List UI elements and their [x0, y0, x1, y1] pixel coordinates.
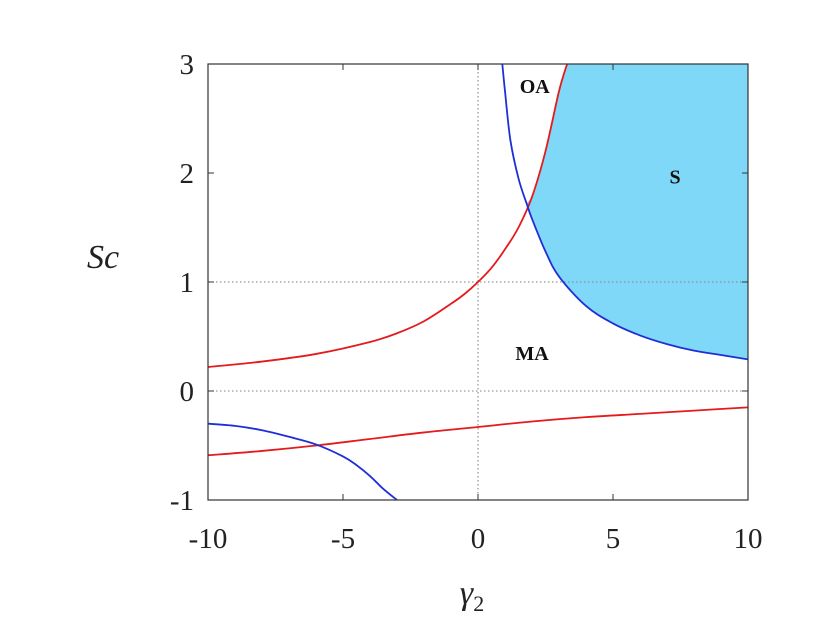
region-label-s: S — [670, 166, 681, 188]
region-label-ma: MA — [515, 343, 549, 365]
y-tick-label: -1 — [170, 485, 194, 517]
annotations-layer: OA S MA — [515, 76, 680, 365]
fill-layer — [526, 64, 748, 360]
x-tick-label: -5 — [331, 523, 355, 555]
curve-red-lower — [208, 406, 748, 457]
curves-layer — [208, 64, 748, 500]
y-axis-label: Sc — [87, 239, 119, 276]
y-tick-label: 3 — [180, 49, 195, 81]
reference-lines-layer — [208, 64, 748, 500]
x-axis-label: γ2 — [460, 575, 484, 616]
y-tick-label: 0 — [180, 376, 195, 408]
y-tick-label: 1 — [180, 267, 195, 299]
x-tick-label: -10 — [189, 523, 228, 555]
x-tick-label: 0 — [471, 523, 486, 555]
curve-blue-lower — [208, 422, 398, 500]
axis-titles-layer: Sc γ2 — [87, 239, 484, 616]
x-tick-label: 10 — [734, 523, 763, 555]
curve-blue-upper — [501, 64, 748, 361]
y-tick-label: 2 — [180, 158, 195, 190]
x-axis-label-symbol: γ — [460, 575, 475, 612]
curve-red-upper — [208, 64, 568, 368]
x-axis-label-subscript: 2 — [473, 591, 484, 616]
region-label-oa: OA — [520, 76, 551, 98]
stable-region-fill — [526, 64, 748, 360]
x-tick-label: 5 — [606, 523, 621, 555]
